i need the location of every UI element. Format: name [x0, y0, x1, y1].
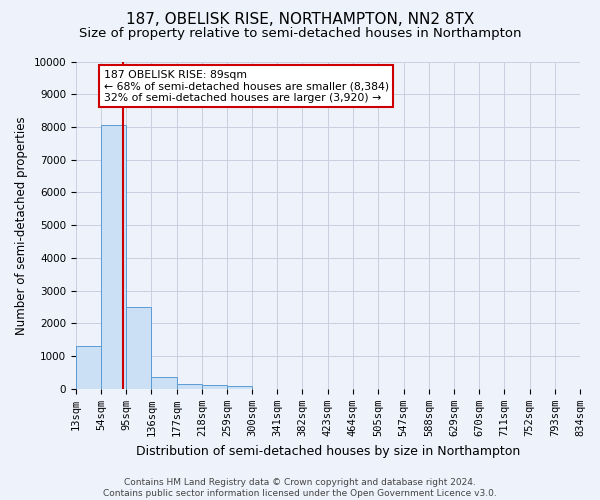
- Bar: [76, 346, 101, 389]
- Bar: [151, 376, 176, 389]
- Text: Size of property relative to semi-detached houses in Northampton: Size of property relative to semi-detach…: [79, 28, 521, 40]
- Text: Contains HM Land Registry data © Crown copyright and database right 2024.
Contai: Contains HM Land Registry data © Crown c…: [103, 478, 497, 498]
- Bar: [101, 126, 126, 389]
- Bar: [176, 384, 202, 389]
- Bar: [126, 307, 151, 389]
- Bar: [202, 385, 227, 389]
- Bar: [227, 386, 252, 389]
- Y-axis label: Number of semi-detached properties: Number of semi-detached properties: [15, 116, 28, 334]
- Text: 187 OBELISK RISE: 89sqm
← 68% of semi-detached houses are smaller (8,384)
32% of: 187 OBELISK RISE: 89sqm ← 68% of semi-de…: [104, 70, 389, 103]
- X-axis label: Distribution of semi-detached houses by size in Northampton: Distribution of semi-detached houses by …: [136, 444, 520, 458]
- Text: 187, OBELISK RISE, NORTHAMPTON, NN2 8TX: 187, OBELISK RISE, NORTHAMPTON, NN2 8TX: [126, 12, 474, 28]
